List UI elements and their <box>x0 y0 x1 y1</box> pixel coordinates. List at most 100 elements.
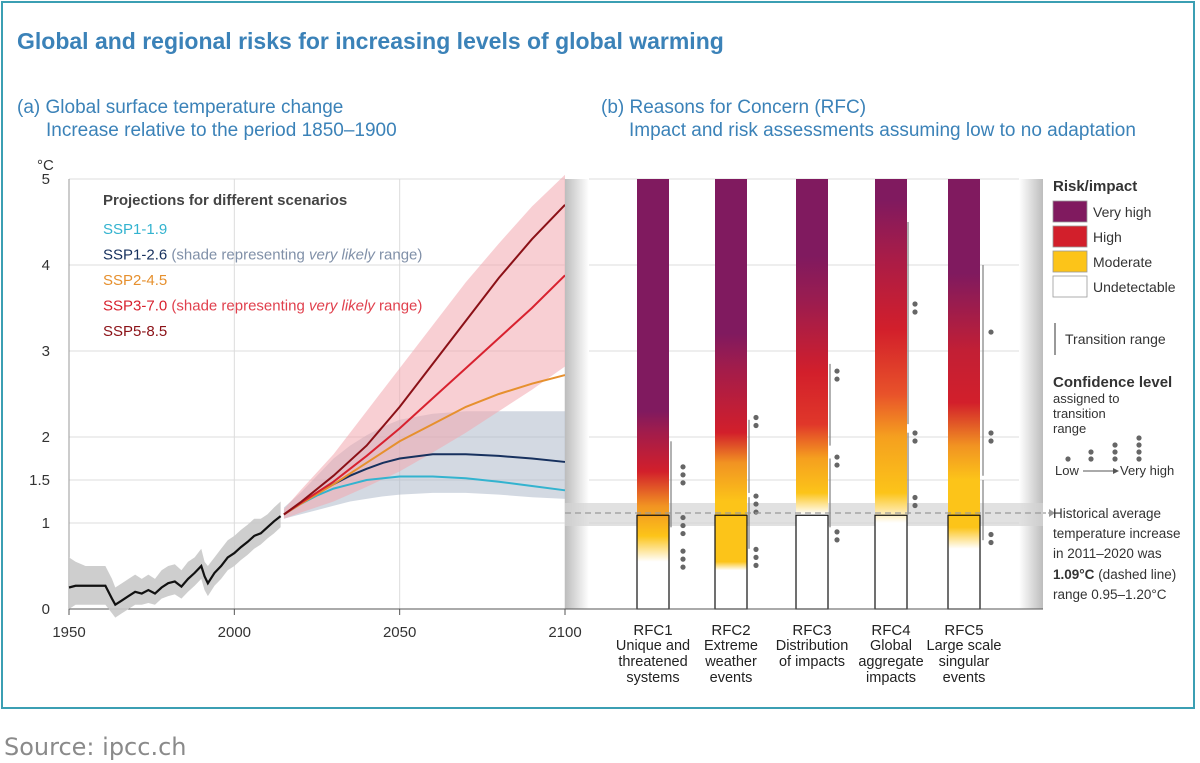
legend-entry-ssp1-19: SSP1-1.9 <box>103 221 167 238</box>
confidence-high-label: Very high <box>1120 463 1174 478</box>
confidence-sub-3: range <box>1053 421 1086 436</box>
y-tick-label: 2 <box>42 429 50 446</box>
confidence-dot <box>912 301 918 307</box>
legend-entry-ssp2-45: SSP2-4.5 <box>103 272 167 289</box>
legend-heading: Projections for different scenarios <box>103 192 347 209</box>
historical-value-bold: 1.09°C <box>1053 567 1095 582</box>
source-caption: Source: ipcc.ch <box>4 733 187 761</box>
rfc-code-label: RFC3 <box>792 622 831 639</box>
confidence-dot <box>912 438 918 444</box>
legend-series-name: SSP1-2.6 <box>103 247 167 264</box>
confidence-legend-dot <box>1136 449 1142 455</box>
confidence-legend-dot <box>1065 456 1071 462</box>
confidence-dot <box>988 430 994 436</box>
confidence-dot <box>753 546 759 553</box>
x-tick-label: 2100 <box>548 624 581 641</box>
confidence-dot <box>834 368 840 374</box>
figure-frame: Global and regional risks for increasing… <box>1 1 1195 709</box>
rfc-description-label: singular <box>939 654 990 670</box>
confidence-dot <box>680 464 686 470</box>
historical-arrow-head <box>1049 509 1055 517</box>
range-band-ssp3-70 <box>283 174 565 519</box>
confidence-legend-dot <box>1136 442 1142 448</box>
confidence-dot <box>988 329 994 335</box>
rfc-bar-4 <box>875 179 907 609</box>
confidence-dot <box>988 531 994 538</box>
scenario-legend: Projections for different scenarios SSP1… <box>103 192 422 340</box>
historical-note-1: Historical average <box>1053 506 1161 521</box>
x-tick-label: 2000 <box>218 624 251 641</box>
x-tick-label: 2050 <box>383 624 416 641</box>
confidence-dot <box>753 493 759 499</box>
confidence-dot <box>834 376 840 382</box>
risk-key-swatch <box>1052 225 1088 248</box>
transition-range-label: Transition range <box>1065 331 1166 347</box>
rfc-code-label: RFC1 <box>633 622 672 639</box>
y-tick-label: 5 <box>42 171 50 188</box>
risk-key-label: Moderate <box>1093 254 1152 270</box>
x-tick-label: 1950 <box>52 624 85 641</box>
legend-series-name: SSP2-4.5 <box>103 272 167 289</box>
rfc-description-label: Global <box>870 638 912 654</box>
confidence-sub-1: assigned to <box>1053 391 1120 406</box>
legend-series-name: SSP1-1.9 <box>103 221 167 238</box>
rfc-description-label: systems <box>626 670 679 686</box>
temperature-chart: 0 1 1.5 2 3 4 5 1950 2000 2050 2100 <box>29 171 582 641</box>
legend-note: (shade representing <box>167 298 309 315</box>
figure-svg: Global and regional risks for increasing… <box>17 28 1181 686</box>
rfc-bar-1 <box>637 179 669 609</box>
rfc-description-label: impacts <box>866 670 916 686</box>
panel-a-subtitle: Increase relative to the period 1850–190… <box>46 120 397 141</box>
rfc-description-label: events <box>943 670 986 686</box>
historical-range-band <box>69 501 281 618</box>
y-tick-label: 0 <box>42 601 50 618</box>
y-tick-label: 1.5 <box>29 472 50 489</box>
confidence-dot <box>680 472 686 478</box>
rfc-description-label: Unique and <box>616 638 690 654</box>
panel-a-title: (a) Global surface temperature change <box>17 97 343 118</box>
rfc-description-label: threatened <box>618 654 687 670</box>
rfc-panel-shade-left <box>565 179 589 609</box>
legend-entry-ssp5-85: SSP5-8.5 <box>103 323 167 340</box>
rfc-bar-3 <box>796 179 828 609</box>
historical-line <box>68 515 282 607</box>
legend-note-italic: very likely <box>309 247 376 264</box>
legend-series-name: SSP5-8.5 <box>103 323 167 340</box>
confidence-dot <box>680 480 686 486</box>
rfc-code-label: RFC5 <box>944 622 983 639</box>
historical-value: 1.09°C (dashed line) <box>1053 567 1176 582</box>
confidence-dot <box>912 430 918 436</box>
rfc-bar-2 <box>715 179 747 609</box>
legend-note-italic: very likely <box>309 298 376 315</box>
legend-entry-ssp1-26: SSP1-2.6 (shade representing very likely… <box>103 247 422 264</box>
confidence-dot <box>912 494 918 501</box>
historical-value-suffix: (dashed line) <box>1094 567 1176 582</box>
confidence-low-label: Low <box>1055 463 1079 478</box>
confidence-dot <box>753 554 759 561</box>
confidence-dot <box>753 501 759 507</box>
confidence-dot <box>753 509 759 515</box>
historical-note-3: in 2011–2020 was <box>1053 546 1162 561</box>
rfc-description-label: Distribution <box>776 638 849 654</box>
panel-b-title: (b) Reasons for Concern (RFC) <box>601 97 866 118</box>
historical-note-2: temperature increase <box>1053 526 1181 541</box>
y-axis-unit: °C <box>37 157 54 174</box>
rfc-code-label: RFC4 <box>871 622 910 639</box>
risk-key-label: Undetectable <box>1093 279 1176 295</box>
rfc-description-label: events <box>710 670 753 686</box>
confidence-dot <box>680 530 686 537</box>
confidence-dot <box>988 438 994 444</box>
series-line-ssp1-19 <box>283 475 566 516</box>
confidence-arrow-head <box>1113 468 1119 474</box>
main-title: Global and regional risks for increasing… <box>17 28 724 54</box>
confidence-dot <box>912 502 918 509</box>
risk-key-label: Very high <box>1093 204 1151 220</box>
risk-key-swatch <box>1052 250 1088 273</box>
confidence-legend-dot <box>1112 456 1118 462</box>
rfc-description-label: of impacts <box>779 654 845 670</box>
risk-key-label: High <box>1093 229 1122 245</box>
confidence-dot <box>834 454 840 460</box>
legend-note-end: range) <box>375 298 423 315</box>
confidence-dot <box>834 537 840 543</box>
